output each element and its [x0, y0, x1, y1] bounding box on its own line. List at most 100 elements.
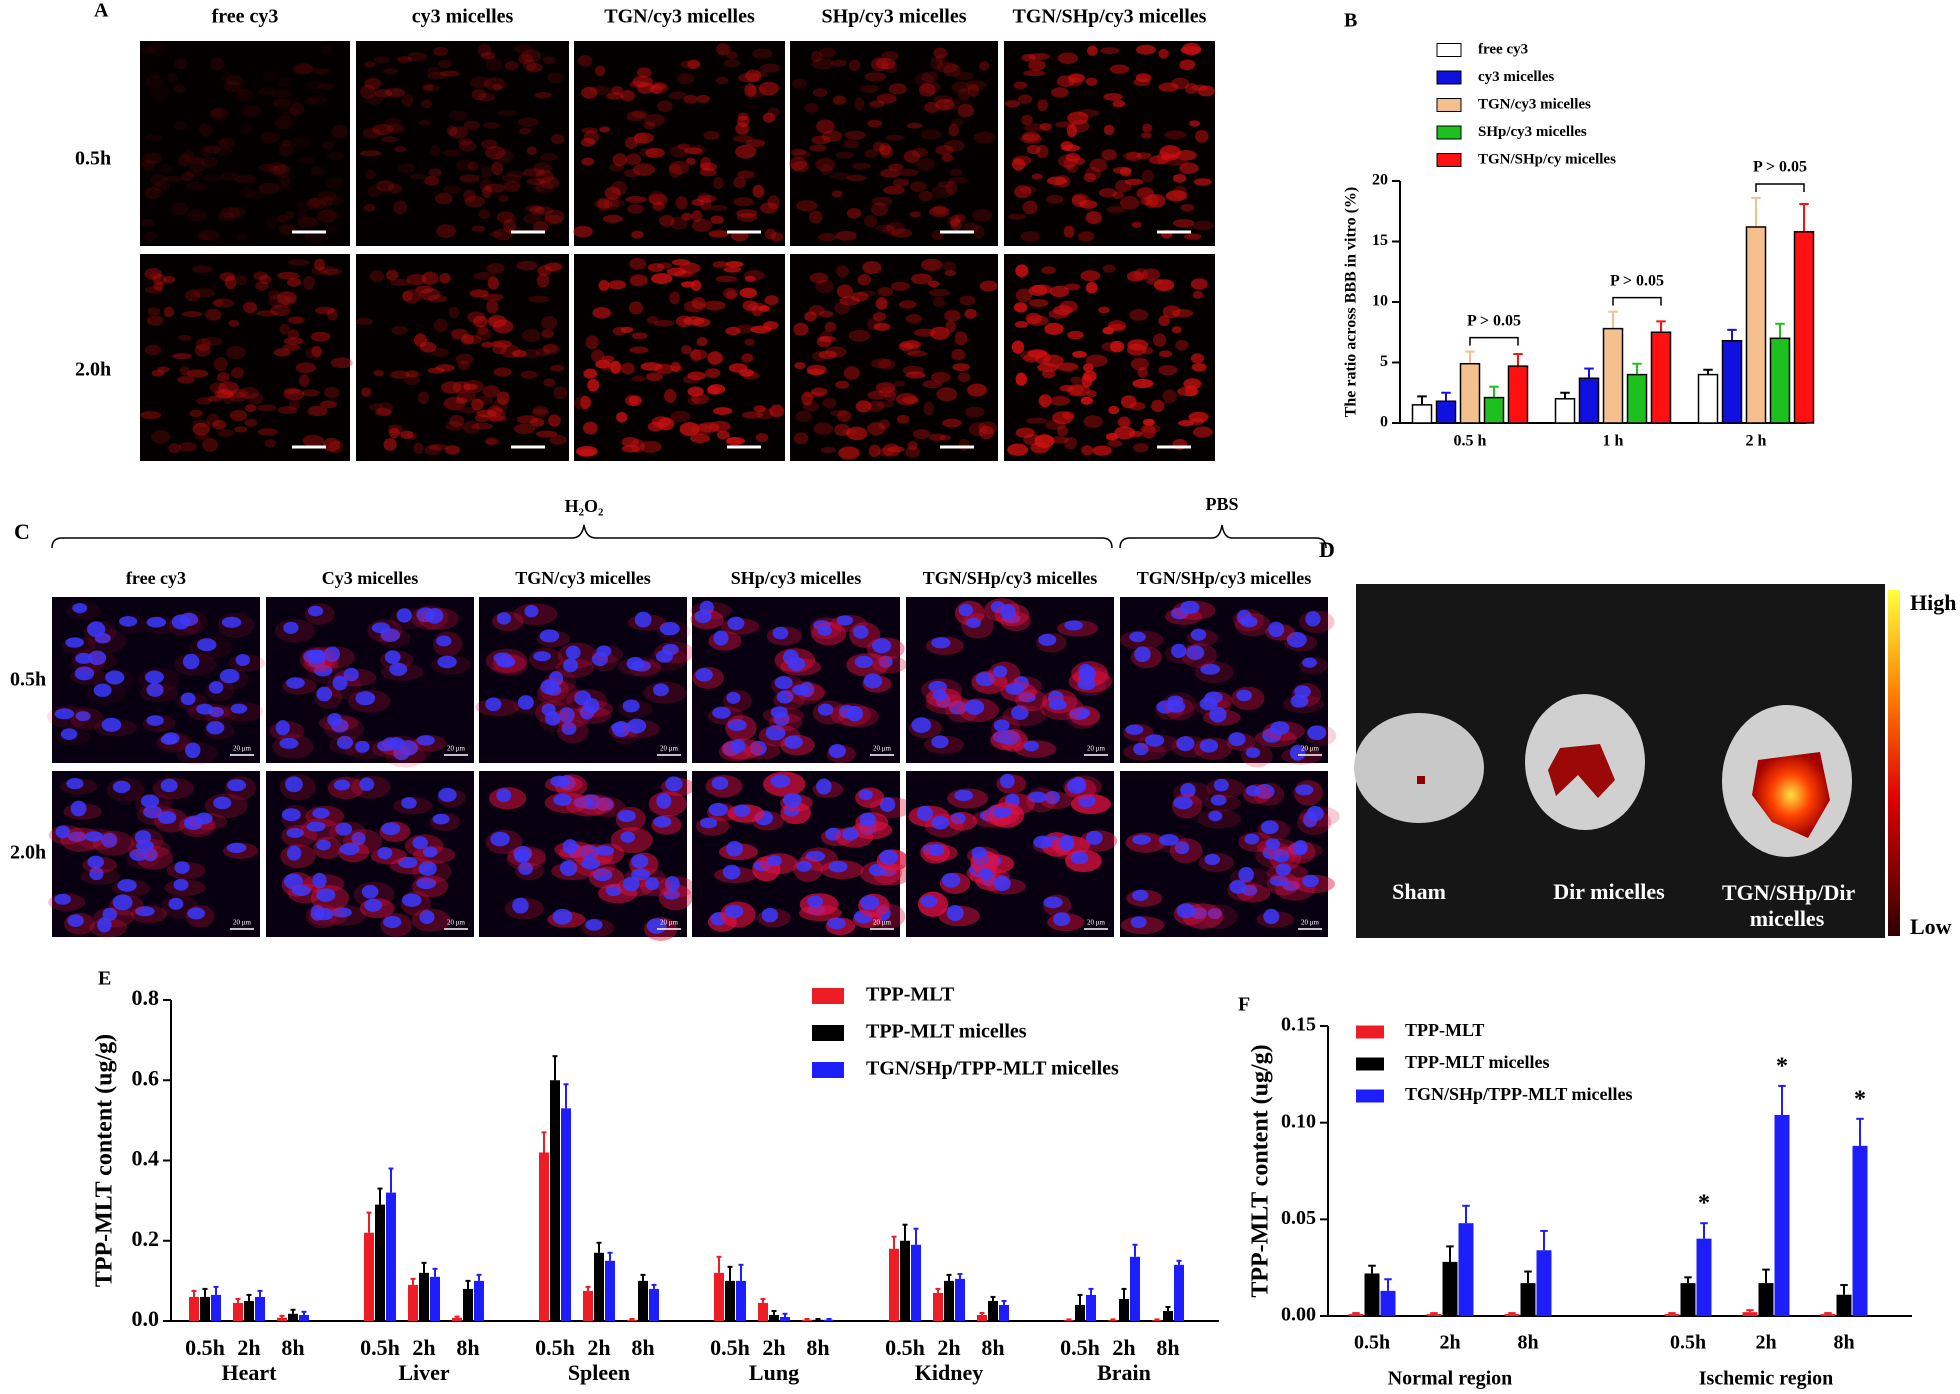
cell: [1124, 178, 1144, 186]
cell: [479, 178, 492, 192]
cell: [1108, 405, 1120, 415]
cell: [378, 401, 394, 416]
cell: [657, 100, 673, 113]
nucleus: [540, 679, 560, 695]
nucleus: [432, 813, 450, 825]
cell: [478, 92, 496, 102]
cell: [480, 51, 496, 60]
nucleus: [1018, 692, 1036, 703]
nucleus: [992, 806, 1012, 818]
cell: [809, 272, 829, 284]
cell: [272, 98, 292, 108]
nucleus: [281, 808, 301, 822]
nucleus: [286, 677, 305, 689]
nucleus: [388, 737, 405, 750]
bar: [233, 1302, 243, 1321]
cell: [452, 381, 471, 394]
bar: [1602, 327, 1624, 424]
cell: [811, 50, 822, 63]
nucleus: [787, 657, 806, 672]
cell: [669, 216, 688, 230]
cell: [903, 150, 920, 164]
cell: [928, 280, 940, 288]
nucleus: [1213, 778, 1229, 792]
cell: [284, 295, 295, 303]
cell: [818, 47, 836, 58]
cell: [715, 275, 738, 283]
cell: [146, 315, 164, 326]
cell: [471, 398, 484, 411]
cell: [458, 360, 471, 371]
cell: [793, 432, 809, 445]
colorbar-label: Low: [1910, 914, 1952, 939]
cell: [725, 290, 737, 300]
cell: [173, 121, 187, 131]
cell: [145, 134, 163, 142]
nucleus: [67, 914, 84, 927]
cell: [463, 189, 476, 203]
bar: [474, 1280, 484, 1321]
cell: [769, 404, 785, 418]
sample-label: Sham: [1392, 879, 1446, 904]
cell: [383, 438, 397, 451]
cell: [1106, 206, 1126, 213]
cell: [183, 149, 194, 162]
cell: [689, 349, 708, 360]
cell: [1172, 173, 1187, 183]
cell: [503, 219, 517, 233]
nucleus: [805, 850, 826, 862]
nucleus: [195, 812, 213, 825]
cell: [915, 158, 936, 171]
nucleus: [146, 616, 167, 628]
cell: [475, 327, 492, 341]
cell: [875, 382, 896, 394]
cell: [245, 404, 257, 413]
cell: [330, 357, 353, 369]
cell: [715, 76, 729, 85]
cell: [620, 89, 635, 102]
cell: [229, 391, 247, 399]
nucleus: [846, 706, 864, 722]
nucleus: [1200, 663, 1221, 675]
cell: [421, 271, 439, 285]
cell: [1195, 129, 1209, 143]
nucleus: [852, 625, 869, 639]
cell: [257, 428, 278, 436]
cell: [144, 231, 157, 243]
cell: [235, 275, 248, 286]
cell: [427, 294, 448, 303]
cell: [428, 443, 449, 451]
nucleus: [559, 707, 575, 724]
bar: [1578, 377, 1600, 424]
cell: [752, 48, 773, 59]
bar: [1507, 365, 1529, 424]
cell: [792, 150, 811, 159]
cell: [289, 102, 305, 116]
cell: [824, 321, 837, 332]
bar: [1836, 1294, 1852, 1316]
cell: [626, 153, 642, 165]
cell: [290, 97, 301, 106]
cell: [1066, 384, 1084, 396]
bar: [1536, 1250, 1552, 1316]
cell: [310, 166, 326, 176]
nucleus: [285, 776, 303, 793]
cell: [750, 325, 772, 334]
cell: [820, 163, 833, 176]
legend-label: TGN/SHp/TPP-MLT micelles: [866, 1058, 1119, 1080]
cell: [456, 392, 476, 403]
column-label: cy3 micelles: [412, 6, 514, 28]
cell: [1049, 395, 1071, 406]
cell: [725, 326, 741, 336]
cell: [474, 414, 489, 423]
bar: [539, 1152, 549, 1321]
nucleus: [332, 675, 348, 691]
nucleus: [828, 860, 848, 873]
cell: [1162, 305, 1181, 319]
cell: [941, 261, 957, 271]
nucleus: [316, 686, 333, 702]
cell: [813, 422, 833, 435]
bar: [288, 1313, 298, 1321]
x-tick-label: 8h: [456, 1335, 479, 1360]
nucleus: [1023, 740, 1040, 752]
